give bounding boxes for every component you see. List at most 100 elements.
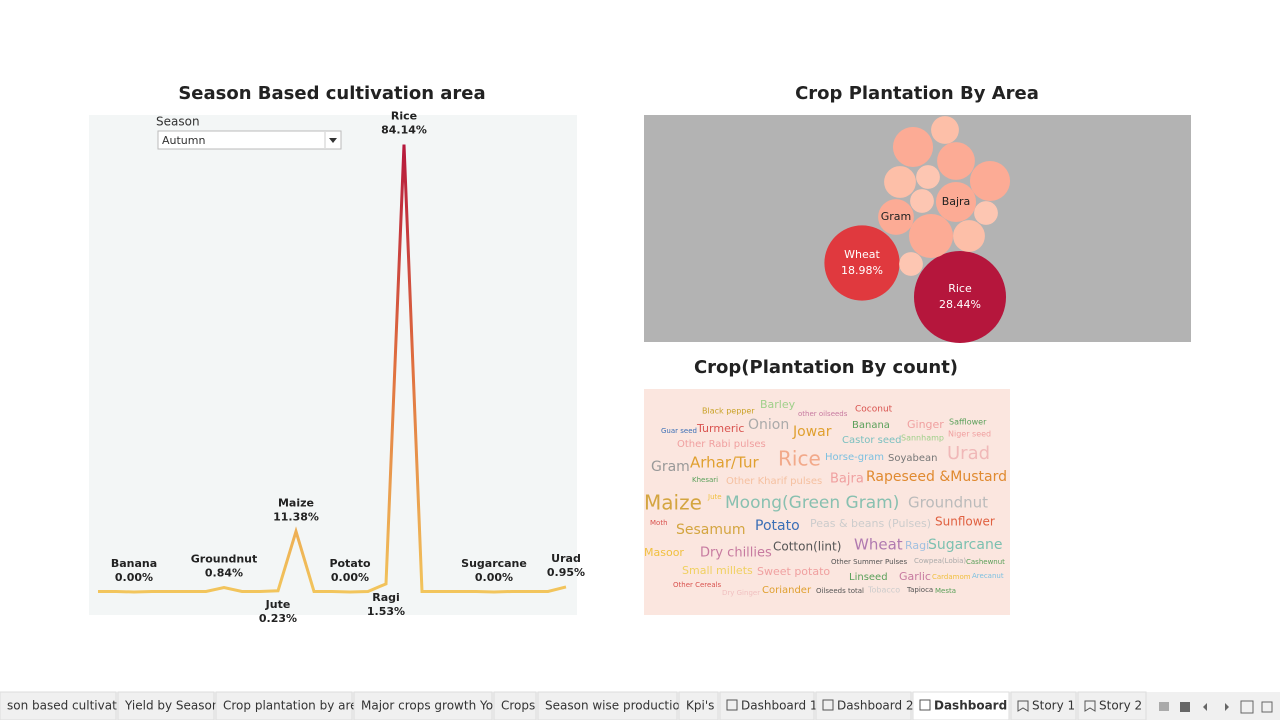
tab-label[interactable]: Dashboard 2 <box>837 699 914 713</box>
word: Horse-gram <box>825 452 884 463</box>
bubble <box>969 160 1011 202</box>
word: Khesari <box>692 476 718 484</box>
tab[interactable] <box>1010 691 1077 720</box>
tab-label[interactable]: Story 2 <box>1099 699 1142 713</box>
word: Wheat <box>854 536 903 554</box>
word: Cowpea(Lobia) <box>914 557 966 565</box>
word: Arecanut <box>972 572 1004 580</box>
tab-icon <box>822 699 834 711</box>
bubble-label: Bajra <box>942 195 971 208</box>
tab-label[interactable]: Dashboard 3 <box>934 699 1020 713</box>
nav-icons[interactable] <box>1159 700 1273 714</box>
bubble <box>878 199 914 235</box>
word: Ragi <box>905 539 929 552</box>
tab-icon <box>919 699 931 711</box>
bubble <box>884 166 916 198</box>
word: Black pepper <box>702 407 755 416</box>
word: other oilseeds <box>798 410 848 418</box>
tab[interactable] <box>117 691 215 720</box>
bubble <box>899 252 923 276</box>
bubble <box>824 225 900 301</box>
bubble <box>913 250 1007 344</box>
tab[interactable] <box>719 691 815 720</box>
word: Barley <box>760 398 796 411</box>
data-label: 0.00% <box>331 571 369 584</box>
word: Groundnut <box>908 494 988 512</box>
category-label: Urad <box>551 552 581 565</box>
data-label: 0.23% <box>259 612 297 625</box>
tab-label[interactable]: son based cultivation <box>7 699 135 713</box>
word: Peas & beans (Pulses) <box>810 517 931 530</box>
bubble <box>931 116 959 144</box>
word: Other Summer Pulses <box>831 558 907 566</box>
word: Rapeseed &Mustard <box>866 469 1007 485</box>
tab[interactable] <box>1077 691 1147 720</box>
data-label: 0.00% <box>475 571 513 584</box>
tab-label[interactable]: Major crops growth Yoy <box>361 699 500 713</box>
bubble <box>908 213 954 259</box>
filter-value[interactable]: Autumn <box>162 134 205 147</box>
word: Rice <box>778 447 821 471</box>
category-label: Ragi <box>372 591 400 604</box>
tab[interactable] <box>493 691 537 720</box>
word: Guar seed <box>661 427 697 435</box>
word: Banana <box>852 420 890 431</box>
word: Dry Ginger <box>722 589 760 597</box>
tab[interactable] <box>0 691 117 720</box>
word: Other Rabi pulses <box>677 439 766 450</box>
tab-label[interactable]: Dashboard 1 <box>741 699 818 713</box>
tab-label[interactable]: Kpi's <box>686 699 714 713</box>
filter-dropdown[interactable] <box>157 130 342 150</box>
word: Small millets <box>682 564 753 577</box>
word: Sweet potato <box>757 565 830 578</box>
word: Potato <box>755 518 800 534</box>
category-label: Maize <box>278 496 314 509</box>
tab-label[interactable]: Story 1 <box>1032 699 1075 713</box>
word: Garlic <box>899 570 931 583</box>
word: Coconut <box>855 405 893 415</box>
tab-icon <box>1084 700 1096 712</box>
data-label: 0.84% <box>205 567 243 580</box>
tab-label[interactable]: Yield by Season <box>124 699 219 713</box>
word: Other Cereals <box>673 581 722 589</box>
tab[interactable] <box>912 691 1010 720</box>
bubble <box>910 189 934 213</box>
wordcloud-panel <box>644 389 1010 615</box>
tab[interactable] <box>215 691 353 720</box>
bubble <box>974 201 998 225</box>
tab[interactable] <box>353 691 493 720</box>
chart-title: Crop Plantation By Area <box>795 83 1039 104</box>
word: Coriander <box>762 585 812 596</box>
word: Mesta <box>935 587 956 595</box>
bubble <box>892 126 934 168</box>
bubble-label: Rice <box>948 282 972 295</box>
tab-icon <box>1017 700 1029 712</box>
category-label: Potato <box>329 557 371 570</box>
word: Jute <box>707 493 722 501</box>
tab-label[interactable]: Crop plantation by area <box>223 699 365 713</box>
bubble <box>935 181 977 223</box>
tab-label[interactable]: Crops <box>501 699 535 713</box>
category-label: Groundnut <box>191 553 257 566</box>
word: Gram <box>651 459 690 475</box>
word: Moong(Green Gram) <box>725 493 899 513</box>
tab[interactable] <box>537 691 678 720</box>
tab[interactable] <box>815 691 912 720</box>
bubble <box>916 165 940 189</box>
data-label: 84.14% <box>381 124 427 137</box>
word: Safflower <box>949 418 987 427</box>
word: Niger seed <box>948 430 991 439</box>
category-label: Banana <box>111 557 157 570</box>
word: Tobacco <box>867 586 900 595</box>
word: Linseed <box>849 572 888 583</box>
word: Tapioca <box>906 586 933 594</box>
word: Bajra <box>830 472 864 487</box>
tab-label[interactable]: Season wise production <box>545 699 687 713</box>
word: Sunflower <box>935 515 995 529</box>
bubble <box>937 142 975 180</box>
tab[interactable] <box>678 691 719 720</box>
dropdown-arrow[interactable] <box>329 138 337 143</box>
word: Arhar/Tur <box>690 454 759 472</box>
word: Moth <box>650 519 668 527</box>
